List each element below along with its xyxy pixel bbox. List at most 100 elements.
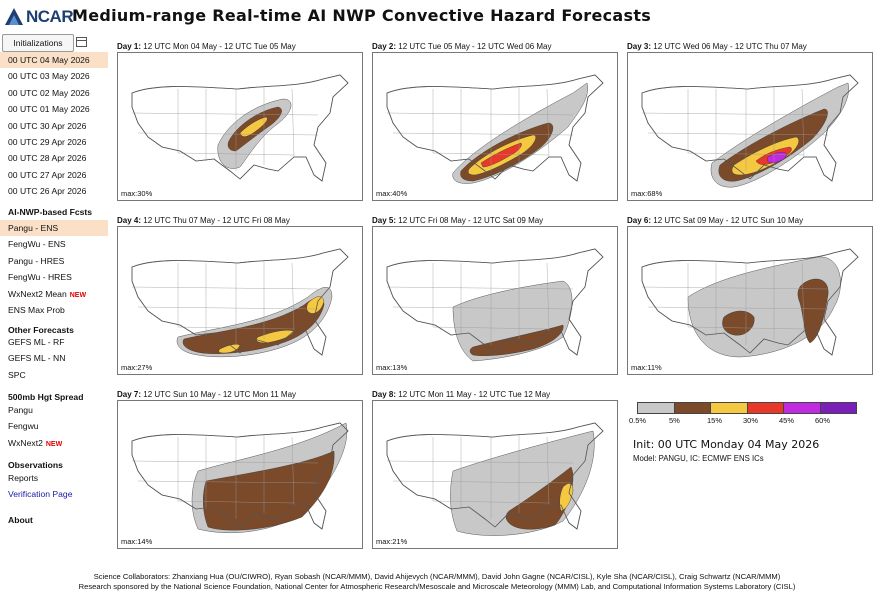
forecast-map[interactable]: max:11%: [627, 226, 873, 375]
panel-max-label: max:21%: [376, 537, 408, 546]
init-date-item[interactable]: 00 UTC 26 Apr 2026: [0, 183, 108, 199]
observation-item[interactable]: Verification Page: [0, 486, 108, 502]
calendar-icon[interactable]: [76, 37, 87, 47]
ai-forecast-item[interactable]: FengWu - ENS: [0, 236, 108, 252]
us-map: [641, 74, 859, 188]
panel-range: 12 UTC Tue 05 May - 12 UTC Wed 06 May: [398, 42, 552, 51]
forecast-map[interactable]: max:21%: [372, 400, 618, 549]
other-forecast-label: SPC: [8, 369, 26, 380]
ai-forecast-label: Pangu - ENS: [8, 223, 59, 233]
legend-swatch: [674, 403, 711, 413]
ai-forecast-label: FengWu - ENS: [8, 239, 66, 250]
legend-swatch: [747, 403, 784, 413]
us-map: [131, 248, 349, 358]
legend-tick: 15%: [707, 416, 723, 425]
panel-caption: Day 4: 12 UTC Thu 07 May - 12 UTC Fri 08…: [117, 216, 290, 225]
legend-swatch: [820, 403, 856, 413]
panel-range: 12 UTC Mon 04 May - 12 UTC Tue 05 May: [143, 42, 296, 51]
other-forecast-item[interactable]: GEFS ML - NN: [0, 350, 108, 366]
us-map: [386, 248, 604, 362]
ai-forecast-item[interactable]: Pangu - ENS: [0, 220, 108, 236]
ai-forecast-item[interactable]: FengWu - HRES: [0, 269, 108, 285]
init-date-label: 00 UTC 27 Apr 2026: [8, 169, 87, 180]
init-date-item[interactable]: 00 UTC 30 Apr 2026: [0, 118, 108, 134]
init-date-item[interactable]: 00 UTC 01 May 2026: [0, 101, 108, 117]
forecast-panel[interactable]: Day 1: 12 UTC Mon 04 May - 12 UTC Tue 05…: [117, 42, 363, 201]
other-forecast-label: GEFS ML - RF: [8, 337, 65, 347]
init-date-item[interactable]: 00 UTC 28 Apr 2026: [0, 150, 108, 166]
ai-forecast-item[interactable]: WxNext2 Mean NEW: [0, 286, 108, 302]
initializations-button[interactable]: Initializations: [2, 34, 74, 52]
init-date-item[interactable]: 00 UTC 02 May 2026: [0, 85, 108, 101]
ai-forecast-label: ENS Max Prob: [8, 305, 65, 315]
spread-item[interactable]: Pangu: [0, 402, 108, 418]
forecast-panel[interactable]: Day 2: 12 UTC Tue 05 May - 12 UTC Wed 06…: [372, 42, 618, 201]
logo-text: NCAR: [26, 7, 74, 26]
forecast-map[interactable]: max:68%: [627, 52, 873, 201]
ai-forecast-item[interactable]: ENS Max Prob: [0, 302, 108, 318]
panel-max-label: max:30%: [121, 189, 153, 198]
panel-day: Day 8:: [372, 390, 397, 399]
ncar-logo[interactable]: NCAR: [4, 5, 74, 27]
init-date-label: 00 UTC 28 Apr 2026: [8, 153, 87, 164]
us-map: [131, 422, 349, 533]
panel-day: Day 3:: [627, 42, 652, 51]
init-date-label: 00 UTC 01 May 2026: [8, 104, 90, 115]
other-forecasts-heading: Other Forecasts: [8, 325, 74, 335]
panel-caption: Day 7: 12 UTC Sun 10 May - 12 UTC Mon 11…: [117, 390, 296, 399]
panel-max-label: max:13%: [376, 363, 408, 372]
init-date-label: 00 UTC 29 Apr 2026: [8, 137, 87, 147]
about-link[interactable]: About: [8, 515, 33, 525]
init-date-label: 00 UTC 04 May 2026: [8, 55, 90, 65]
us-map: [131, 74, 349, 182]
forecast-panel[interactable]: Day 8: 12 UTC Mon 11 May - 12 UTC Tue 12…: [372, 390, 618, 549]
init-date-item[interactable]: 00 UTC 04 May 2026: [0, 52, 108, 68]
panel-range: 12 UTC Mon 11 May - 12 UTC Tue 12 May: [398, 390, 551, 399]
init-date-item[interactable]: 00 UTC 03 May 2026: [0, 68, 108, 84]
init-date-item[interactable]: 00 UTC 29 Apr 2026: [0, 134, 108, 150]
forecast-map[interactable]: max:13%: [372, 226, 618, 375]
other-forecast-item[interactable]: GEFS ML - RF: [0, 334, 108, 350]
init-date-item[interactable]: 00 UTC 27 Apr 2026: [0, 167, 108, 183]
other-forecast-item[interactable]: SPC: [0, 367, 108, 383]
observation-label: Reports: [8, 473, 39, 483]
legend-tick: 0.5%: [629, 416, 647, 425]
ai-forecast-label: WxNext2 Mean: [8, 288, 67, 299]
panel-day: Day 2:: [372, 42, 397, 51]
model-info: Model: PANGU, IC: ECMWF ENS ICs: [633, 454, 764, 463]
panel-day: Day 7:: [117, 390, 142, 399]
init-date-label: 00 UTC 26 Apr 2026: [8, 186, 87, 197]
panel-max-label: max:68%: [631, 189, 663, 198]
forecast-panel[interactable]: Day 6: 12 UTC Sat 09 May - 12 UTC Sun 10…: [627, 216, 873, 375]
observation-label: Verification Page: [8, 489, 73, 500]
panel-range: 12 UTC Wed 06 May - 12 UTC Thu 07 May: [653, 42, 807, 51]
ai-forecast-label: Pangu - HRES: [8, 255, 65, 266]
panel-caption: Day 8: 12 UTC Mon 11 May - 12 UTC Tue 12…: [372, 390, 550, 399]
panel-max-label: max:40%: [376, 189, 408, 198]
init-date-label: 00 UTC 03 May 2026: [8, 71, 90, 82]
footer-collaborators: Science Collaborators: Zhanxiang Hua (OU…: [93, 572, 781, 581]
spread-label: WxNext2: [8, 437, 43, 448]
forecast-map[interactable]: max:27%: [117, 226, 363, 375]
forecast-map[interactable]: max:30%: [117, 52, 363, 201]
forecast-panel[interactable]: Day 3: 12 UTC Wed 06 May - 12 UTC Thu 07…: [627, 42, 873, 201]
legend-colorbar: [637, 402, 857, 414]
legend-tick: 45%: [779, 416, 795, 425]
header: NCAR Medium-range Real-time AI NWP Conve…: [0, 0, 874, 32]
panel-caption: Day 3: 12 UTC Wed 06 May - 12 UTC Thu 07…: [627, 42, 807, 51]
forecast-map[interactable]: max:40%: [372, 52, 618, 201]
panel-day: Day 1:: [117, 42, 142, 51]
new-badge: NEW: [69, 291, 87, 299]
legend-swatch: [711, 403, 748, 413]
observation-item[interactable]: Reports: [0, 470, 108, 486]
spread-item[interactable]: Fengwu: [0, 418, 108, 434]
ai-forecast-label: FengWu - HRES: [8, 272, 72, 283]
forecast-panel[interactable]: Day 4: 12 UTC Thu 07 May - 12 UTC Fri 08…: [117, 216, 363, 375]
ai-forecast-item[interactable]: Pangu - HRES: [0, 253, 108, 269]
forecast-map[interactable]: max:14%: [117, 400, 363, 549]
spread-item[interactable]: WxNext2 NEW: [0, 435, 108, 451]
init-info: Init: 00 UTC Monday 04 May 2026: [633, 438, 820, 451]
panel-max-label: max:14%: [121, 537, 153, 546]
forecast-panel[interactable]: Day 5: 12 UTC Fri 08 May - 12 UTC Sat 09…: [372, 216, 618, 375]
forecast-panel[interactable]: Day 7: 12 UTC Sun 10 May - 12 UTC Mon 11…: [117, 390, 363, 549]
